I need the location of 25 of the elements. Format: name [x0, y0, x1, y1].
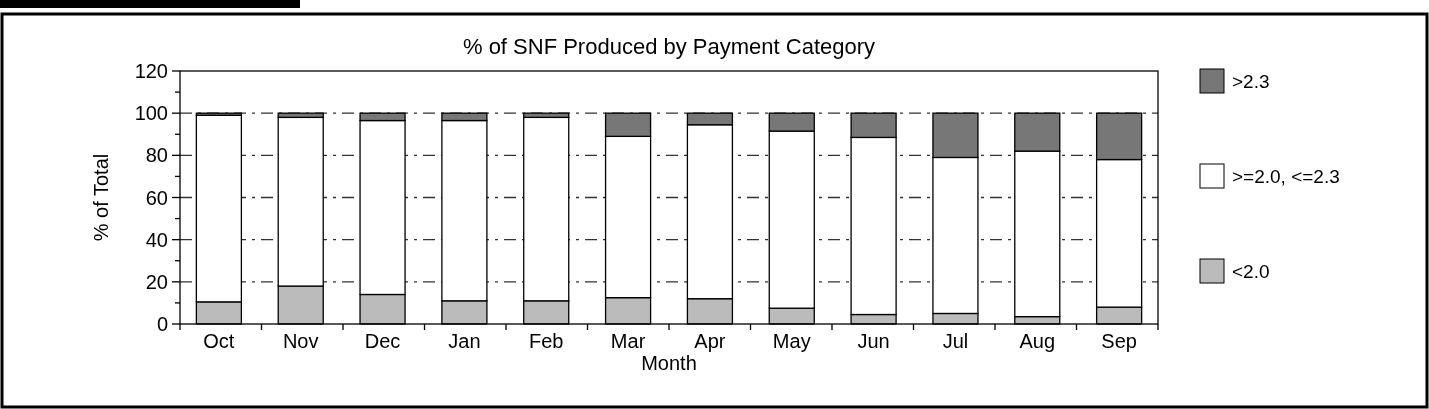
- x-tick-label: Jul: [942, 330, 969, 352]
- x-tick-label: Feb: [529, 330, 564, 352]
- legend-label: >=2.0, <=2.3: [1232, 166, 1340, 187]
- x-tick-label: Mar: [610, 330, 646, 352]
- chart-title: % of SNF Produced by Payment Category: [462, 34, 876, 59]
- x-tick-label: May: [772, 330, 811, 352]
- y-tick-label: 20: [145, 270, 168, 293]
- x-tick-label: Jun: [857, 330, 890, 352]
- x-tick-label: Aug: [1019, 330, 1056, 352]
- x-tick-label: Jan: [448, 330, 481, 352]
- y-tick-label: 40: [145, 228, 168, 251]
- x-tick-label: Apr: [694, 330, 726, 352]
- legend-label: >2.3: [1232, 71, 1270, 92]
- x-tick-label: Oct: [203, 330, 235, 352]
- x-tick-label: Sep: [1101, 330, 1137, 352]
- x-axis-title: Month: [641, 352, 697, 374]
- x-tick-label: Dec: [364, 330, 401, 352]
- y-axis-title: % of Total: [90, 153, 112, 242]
- y-tick-label: 120: [134, 60, 168, 82]
- y-tick-label: 80: [145, 144, 168, 167]
- y-tick-label: 60: [145, 186, 168, 209]
- y-tick-label: 100: [134, 102, 168, 125]
- legend-label: <2.0: [1232, 261, 1270, 282]
- y-tick-label: 0: [156, 313, 168, 335]
- x-tick-label: Nov: [282, 330, 319, 352]
